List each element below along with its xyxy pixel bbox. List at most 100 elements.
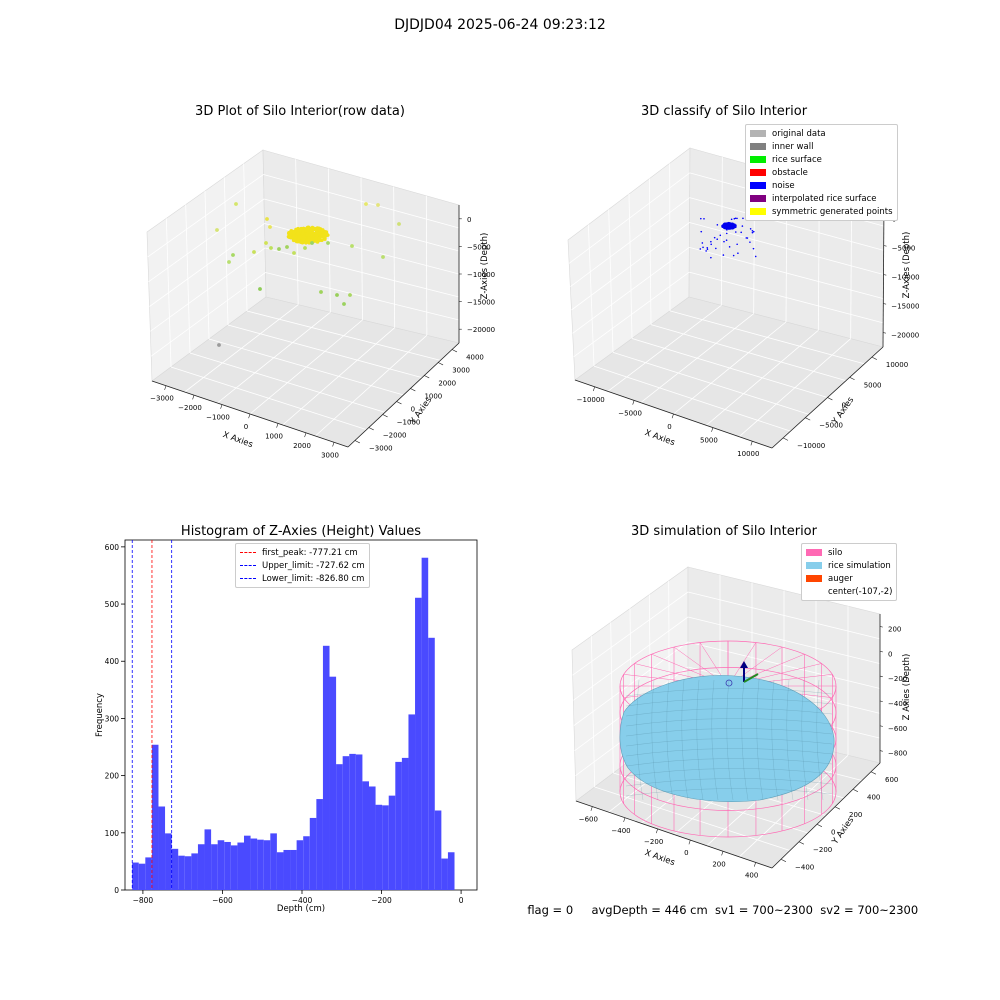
cls-noise-point — [751, 231, 754, 234]
legend-swatch — [806, 562, 822, 569]
histogram-x-tick-label: −800 — [133, 896, 154, 905]
cls-z-label: −10000 — [892, 274, 920, 282]
raw-x-label: 0 — [244, 423, 248, 431]
raw-y-label: −1000 — [397, 419, 421, 427]
histogram-bar — [283, 849, 291, 890]
histogram-y-tick-label: 0 — [114, 886, 119, 895]
sim-z-tick — [879, 675, 883, 678]
legend-item: rice surface — [750, 153, 893, 166]
histogram-bar — [309, 817, 317, 890]
raw-z-label: −10000 — [467, 271, 495, 279]
sim-y-tick — [780, 858, 787, 862]
histogram-bar — [191, 853, 198, 890]
cls-noise-point — [734, 231, 737, 233]
raw-point — [217, 343, 221, 347]
rice-mesh-line — [625, 698, 833, 707]
rice-mesh-line — [771, 679, 779, 801]
figure-title: DJDJD04 2025-06-24 09:23:12 — [394, 17, 606, 33]
histogram-bar — [290, 849, 297, 890]
legend-label: original data — [772, 128, 826, 139]
legend-label: interpolated rice surface — [772, 193, 877, 204]
raw-y-axis — [347, 342, 460, 448]
cls-point — [730, 225, 734, 228]
raw-x-label: 1000 — [265, 432, 283, 440]
legend-swatch — [806, 575, 822, 582]
raw-z-label: −20000 — [467, 326, 495, 334]
raw-point — [309, 228, 314, 233]
raw-point — [258, 287, 262, 291]
sv1-text: sv1 = 700~2300 — [715, 903, 813, 917]
raw-x-label: −2000 — [178, 404, 202, 412]
sim-x-label: −200 — [644, 838, 663, 846]
legend-item: auger — [806, 572, 892, 585]
histogram-bar — [204, 829, 212, 890]
cls-noise-point — [737, 252, 739, 254]
histogram-y-tick-label: 200 — [105, 772, 120, 781]
legend-item: center(-107,-2) — [806, 585, 892, 598]
raw-x-tick — [276, 423, 279, 428]
rice-mesh-line — [711, 679, 719, 801]
rice-mesh-line — [666, 679, 674, 801]
cls-x-tick — [711, 427, 714, 432]
histogram-bar — [151, 744, 159, 890]
rice-mesh-line — [625, 758, 833, 767]
sim-x-axis — [575, 800, 773, 869]
raw-grid — [425, 195, 428, 336]
raw-x-tick — [164, 385, 167, 391]
raw-point — [298, 235, 303, 240]
histogram-bar — [230, 845, 238, 890]
raw-point — [319, 290, 323, 294]
histogram-bar — [342, 756, 350, 890]
histogram-bar — [276, 852, 284, 890]
rice-mesh-line — [625, 718, 833, 727]
cls-point — [723, 225, 726, 228]
raw-point — [234, 202, 238, 206]
histogram-bar — [329, 676, 337, 890]
sim-y-label: 400 — [867, 793, 880, 801]
sim-z-tick — [879, 700, 883, 702]
histogram-bar — [217, 840, 225, 890]
raw-point — [292, 237, 297, 242]
histogram-x-tick-label: −600 — [212, 896, 233, 905]
histogram-bar — [171, 848, 179, 890]
histogram-bar — [388, 795, 396, 890]
cls-y-tick — [805, 417, 811, 421]
raw-y-label: 3000 — [452, 367, 470, 375]
raw-point — [318, 228, 322, 233]
cls-noise-point — [705, 250, 707, 252]
raw-point — [215, 228, 219, 232]
raw-point — [303, 246, 307, 250]
histogram-bar — [165, 833, 172, 890]
cls-point — [725, 223, 728, 226]
cls-z-tick — [883, 303, 887, 305]
histogram-y-tick-label: 300 — [105, 714, 120, 723]
cls-noise-point — [716, 238, 719, 241]
rice-mesh-line — [786, 679, 794, 801]
raw-point — [317, 236, 322, 240]
cls-noise-point — [700, 217, 702, 220]
cls-x-tick — [750, 441, 753, 446]
cls-z-label: −5000 — [892, 245, 916, 253]
raw-point — [364, 202, 368, 206]
histogram-bar — [197, 844, 205, 890]
raw-y-label: 2000 — [438, 380, 456, 388]
cls-y-label: −10000 — [797, 442, 825, 450]
legend-label: symmetric generated points — [772, 206, 893, 217]
cls-noise-point — [749, 228, 752, 230]
sim-x-label: −600 — [579, 816, 598, 824]
sim-y-label: 600 — [885, 776, 898, 784]
raw-point — [397, 222, 401, 226]
sim-x-label: −400 — [611, 827, 630, 835]
raw-point — [296, 238, 301, 243]
cls-noise-point — [725, 232, 728, 235]
histogram-bar — [375, 804, 383, 890]
raw-y-tick — [382, 414, 388, 418]
cls-z-tick — [883, 274, 887, 276]
legend-swatch — [750, 156, 766, 163]
legend-item: Upper_limit: -727.62 cm — [240, 559, 365, 572]
histogram-bar — [270, 833, 277, 890]
legend-item: rice simulation — [806, 559, 892, 572]
raw-plot-title: 3D Plot of Silo Interior(row data) — [195, 104, 405, 119]
